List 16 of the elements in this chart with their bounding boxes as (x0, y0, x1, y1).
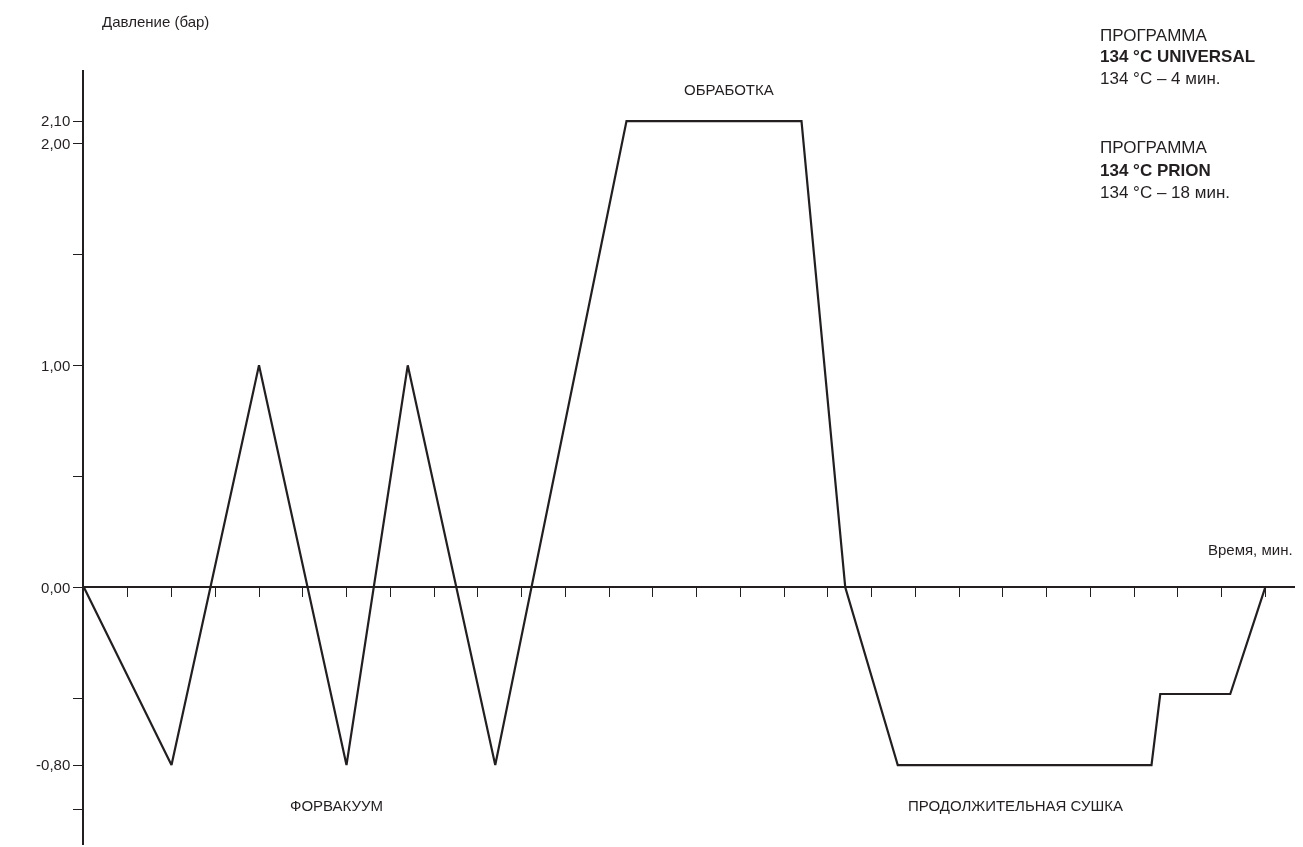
y-tick-label: 2,10 (41, 112, 71, 130)
x-axis-title: Время, мин. (1208, 541, 1293, 558)
y-axis-title: Давление (бар) (102, 13, 210, 30)
annotation: 134 °C PRION (1100, 161, 1211, 180)
text: ПРОГРАММА (1100, 26, 1208, 45)
annotation: 134 °C – 4 мин. (1100, 69, 1221, 88)
text: 134 °C UNIVERSAL (1100, 47, 1256, 66)
y-tick-label: -0,80 (36, 756, 71, 774)
y-tick-label: 0,00 (41, 578, 71, 596)
annotation: ПРОДОЛЖИТЕЛЬНАЯ СУШКА (908, 797, 1123, 814)
y-tick-label: 2,00 (41, 134, 71, 152)
annotation: ОБРАБОТКА (684, 81, 774, 98)
annotation: ФОРВАКУУМ (290, 797, 384, 814)
annotation: 134 °C – 18 мин. (1100, 183, 1230, 202)
annotation: ПРОГРАММА (1100, 138, 1208, 157)
y-tick-label: 1,00 (41, 356, 71, 374)
